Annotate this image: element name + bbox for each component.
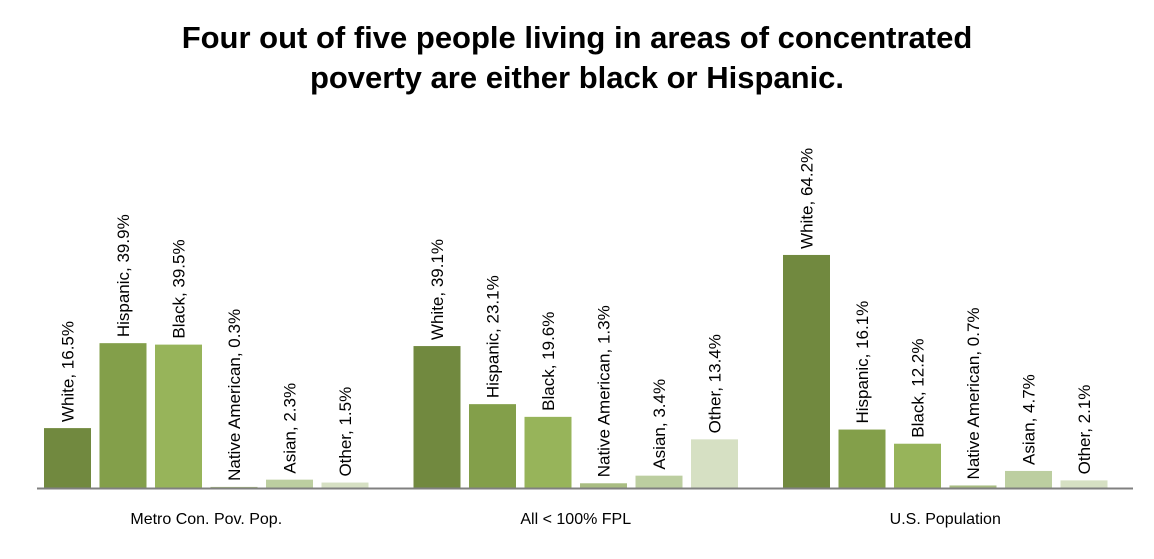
data-label: Asian, 3.4%	[650, 379, 669, 470]
bar-black	[524, 416, 572, 488]
data-label: Other, 13.4%	[706, 334, 725, 433]
bar-other	[691, 439, 738, 488]
bar-native-american	[580, 483, 627, 488]
data-label: Native American, 1.3%	[595, 305, 614, 477]
bar-hispanic	[838, 429, 886, 488]
bar-black	[155, 344, 202, 488]
bar-other	[1060, 480, 1108, 488]
bar-white	[783, 254, 830, 488]
bar-other	[321, 482, 369, 488]
bar-white	[44, 428, 91, 488]
data-label: White, 16.5%	[59, 321, 78, 422]
category-label: Metro Con. Pov. Pop.	[130, 511, 282, 528]
bar-asian	[1005, 470, 1052, 488]
data-label: Asian, 4.7%	[1020, 374, 1039, 465]
data-label: Other, 2.1%	[1075, 385, 1094, 475]
bar-asian	[266, 479, 313, 488]
data-label: Black, 12.2%	[909, 338, 928, 437]
data-label: Black, 39.5%	[170, 239, 189, 338]
data-label: Hispanic, 16.1%	[853, 301, 872, 424]
data-label: Black, 19.6%	[539, 312, 558, 411]
category-label: U.S. Population	[890, 511, 1001, 528]
chart-title-line-2: poverty are either black or Hispanic.	[309, 60, 845, 95]
bar-black	[894, 443, 941, 488]
data-label: Hispanic, 39.9%	[114, 214, 133, 337]
data-label: White, 64.2%	[798, 148, 817, 249]
bar-hispanic	[99, 343, 147, 488]
category-label: All < 100% FPL	[520, 511, 631, 528]
data-label: Hispanic, 23.1%	[484, 275, 503, 398]
bar-native-american	[949, 485, 997, 488]
data-label: White, 39.1%	[428, 239, 447, 340]
chart-title: Four out of five people living in areas …	[0, 18, 1154, 98]
data-label: Native American, 0.3%	[225, 309, 244, 481]
bar-white	[413, 346, 461, 488]
data-label: Asian, 2.3%	[281, 383, 300, 474]
bar-native-american	[210, 486, 258, 488]
data-label: Native American, 0.7%	[964, 307, 983, 479]
chart-title-line-1: Four out of five people living in areas …	[181, 20, 973, 55]
bar-hispanic	[469, 404, 516, 488]
bar-asian	[635, 475, 683, 488]
data-label: Other, 1.5%	[336, 387, 355, 477]
